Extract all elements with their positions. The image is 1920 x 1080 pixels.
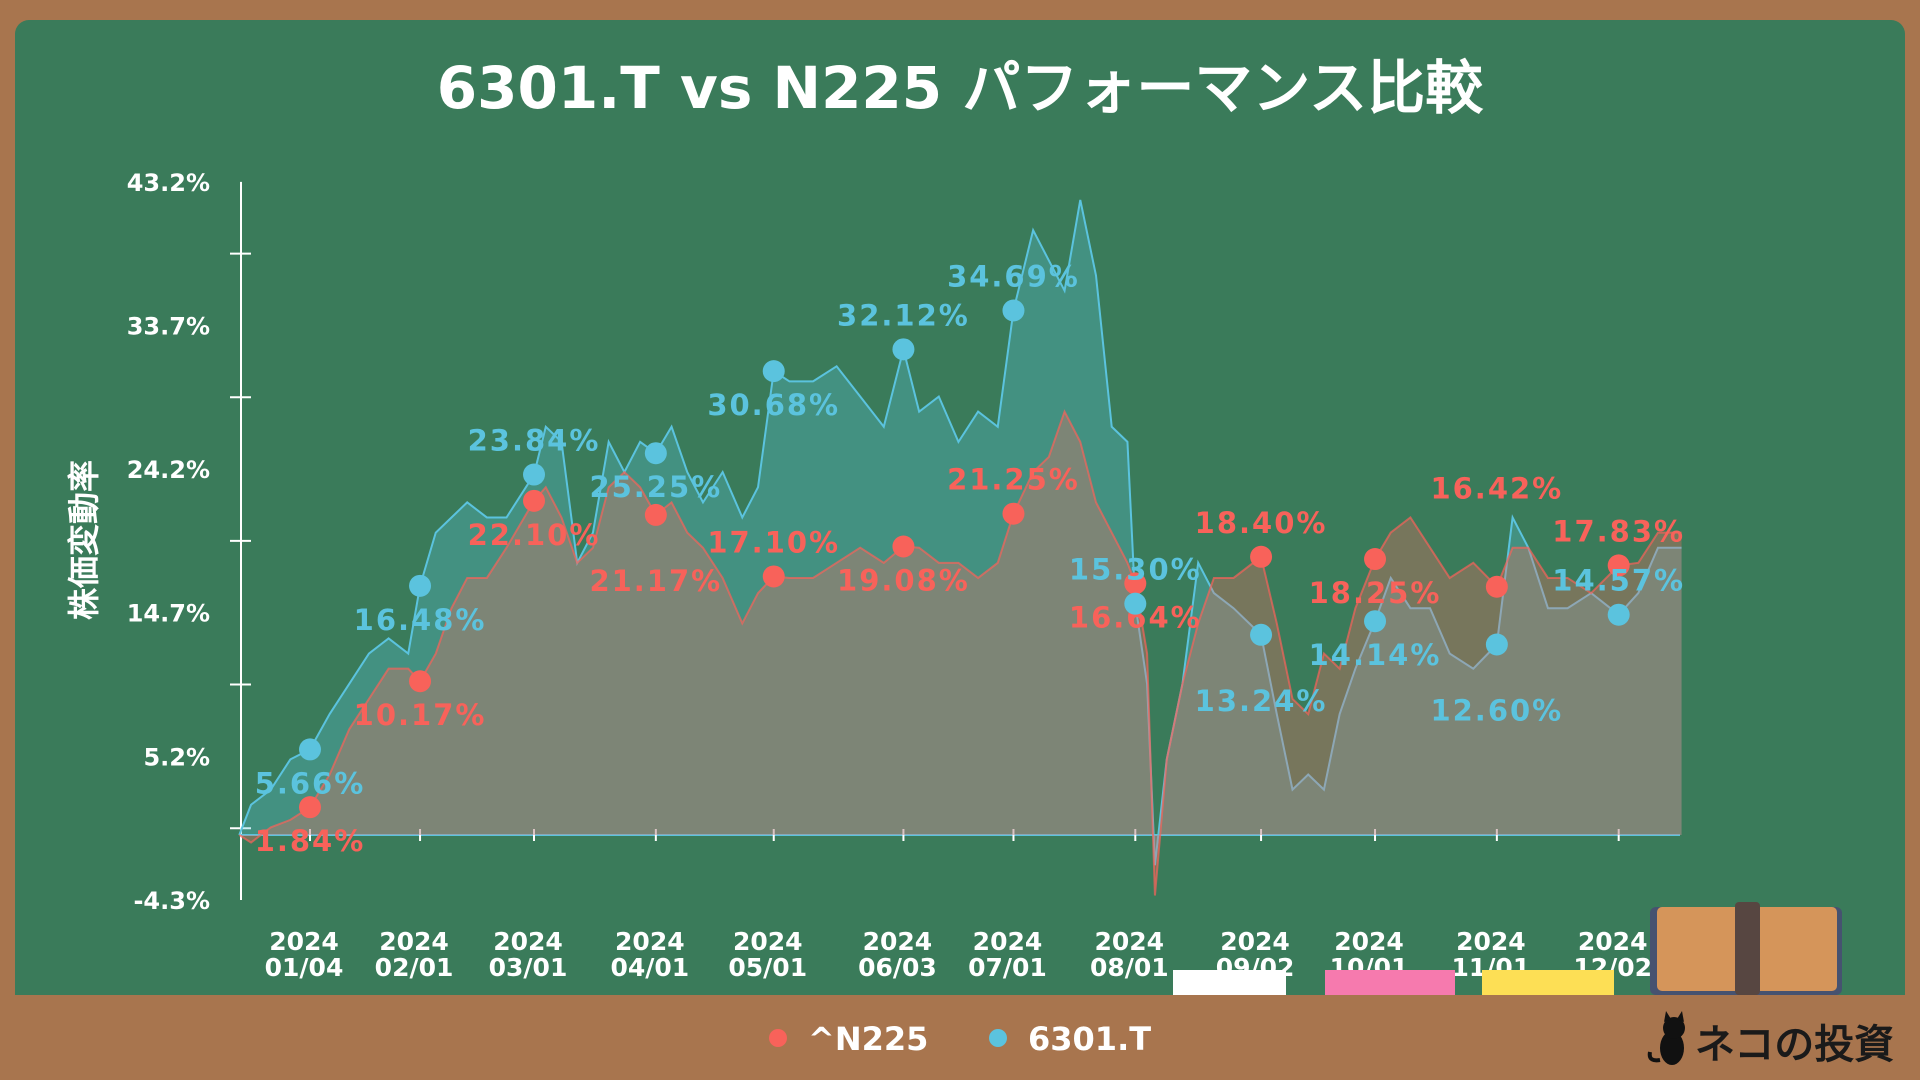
legend: ^N225 6301.T: [769, 1020, 1151, 1058]
x-tick-year: 2024: [973, 927, 1043, 956]
data-label-n225: 19.08%: [837, 564, 970, 598]
chalk-white: [1173, 970, 1286, 995]
data-label-n225: 21.17%: [589, 564, 722, 598]
data-label-n225: 17.10%: [707, 525, 840, 559]
data-label-n225: 17.83%: [1552, 514, 1685, 548]
data-label-6301: 12.60%: [1430, 693, 1563, 727]
data-point-n225: [299, 796, 321, 819]
data-point-n225: [1485, 575, 1508, 598]
x-tick-year: 2024: [269, 927, 339, 956]
chalk-yellow: [1482, 970, 1614, 995]
data-point-6301: [299, 738, 321, 761]
data-label-6301: 32.12%: [837, 298, 970, 332]
logo-text: ネコの投資: [1695, 1022, 1894, 1068]
data-label-n225: 16.42%: [1430, 472, 1563, 506]
y-tick-label: 5.2%: [143, 743, 210, 771]
legend-n225-marker: [769, 1029, 787, 1047]
x-tick-date: 07/01: [968, 953, 1047, 982]
data-point-6301: [892, 338, 915, 361]
legend-6301-marker: [989, 1029, 1007, 1047]
x-tick-date: 01/04: [265, 953, 344, 982]
data-point-6301: [1002, 299, 1025, 322]
data-label-6301: 5.66%: [255, 766, 366, 800]
data-label-6301: 13.24%: [1195, 684, 1328, 718]
y-tick-label: 33.7%: [127, 312, 210, 340]
data-point-6301: [762, 360, 785, 383]
data-label-6301: 14.57%: [1552, 564, 1685, 598]
y-tick-label: 24.2%: [127, 456, 210, 484]
data-point-6301: [1364, 610, 1387, 633]
data-point-n225: [1607, 554, 1630, 577]
data-point-6301: [1485, 633, 1508, 656]
x-tick-date: 02/01: [375, 953, 454, 982]
data-point-6301: [1124, 592, 1147, 615]
x-tick-year: 2024: [493, 927, 563, 956]
x-tick-year: 2024: [1334, 927, 1404, 956]
x-tick-date: 04/01: [610, 953, 689, 982]
series-areas: [238, 199, 1682, 896]
x-tick-date: 06/03: [858, 953, 937, 982]
data-point-6301: [523, 463, 546, 486]
y-tick-label: 14.7%: [127, 600, 210, 628]
line-6301: [238, 199, 1682, 866]
data-point-n225: [1002, 502, 1025, 525]
axes: 43.2% 33.7% 24.2% 14.7% 5.2% -4.3%: [127, 169, 1680, 915]
data-point-n225: [1124, 572, 1147, 595]
data-label-6301: 16.48%: [354, 603, 487, 637]
data-point-n225: [644, 503, 667, 526]
data-label-n225: 18.40%: [1195, 506, 1328, 540]
x-tick-year: 2024: [1578, 927, 1648, 956]
chalk-pink: [1325, 970, 1455, 995]
data-point-6301: [409, 574, 432, 597]
y-tick-label: -4.3%: [133, 887, 210, 915]
x-tick-year: 2024: [615, 927, 685, 956]
data-label-6301: 23.84%: [468, 424, 601, 458]
data-point-n225: [762, 565, 785, 588]
data-label-6301: 14.14%: [1309, 638, 1442, 672]
data-label-n225: 22.10%: [468, 518, 601, 552]
data-point-n225: [523, 489, 546, 512]
y-axis-label: 株価変動率: [65, 460, 103, 620]
data-label-6301: 15.30%: [1069, 553, 1202, 587]
legend-n225-label: ^N225: [808, 1020, 928, 1058]
area-n225: [239, 411, 1682, 896]
x-tick-year: 2024: [1220, 927, 1290, 956]
x-tick-date: 03/01: [489, 953, 568, 982]
data-label-6301: 25.25%: [589, 470, 722, 504]
x-tick-year: 2024: [733, 927, 803, 956]
data-point-n225: [1364, 548, 1387, 571]
x-tick-year: 2024: [379, 927, 449, 956]
data-label-n225: 1.84%: [255, 824, 366, 858]
legend-6301-label: 6301.T: [1028, 1020, 1151, 1058]
data-markers: 1.84% 10.17% 22.10% 21.17% 17.10% 19.08% 21.25…: [255, 259, 1685, 858]
data-point-6301: [1250, 623, 1273, 646]
x-tick-year: 2024: [1456, 927, 1526, 956]
cat-logo-icon: [1647, 1011, 1685, 1065]
x-tick-date: 05/01: [728, 953, 807, 982]
data-label-n225: 18.25%: [1309, 576, 1442, 610]
eraser-icon: [1650, 902, 1842, 995]
data-label-6301: 34.69%: [947, 259, 1080, 293]
data-label-6301: 30.68%: [707, 388, 840, 422]
x-tick-year: 2024: [1095, 927, 1165, 956]
y-tick-label: 43.2%: [127, 169, 210, 197]
line-n225: [238, 409, 1682, 896]
data-label-n225: 21.25%: [947, 463, 1080, 497]
chart-title: 6301.T vs N225 パフォーマンス比較: [437, 54, 1484, 122]
data-point-n225: [1250, 545, 1273, 568]
x-tick-date: 08/01: [1090, 953, 1169, 982]
area-6301: [239, 199, 1682, 866]
data-label-n225: 10.17%: [354, 698, 487, 732]
data-point-n225: [409, 670, 432, 693]
chalkboard: [15, 20, 1905, 995]
x-tick-year: 2024: [863, 927, 933, 956]
data-point-6301: [1607, 603, 1630, 626]
data-point-6301: [644, 442, 667, 465]
data-point-n225: [892, 535, 915, 558]
